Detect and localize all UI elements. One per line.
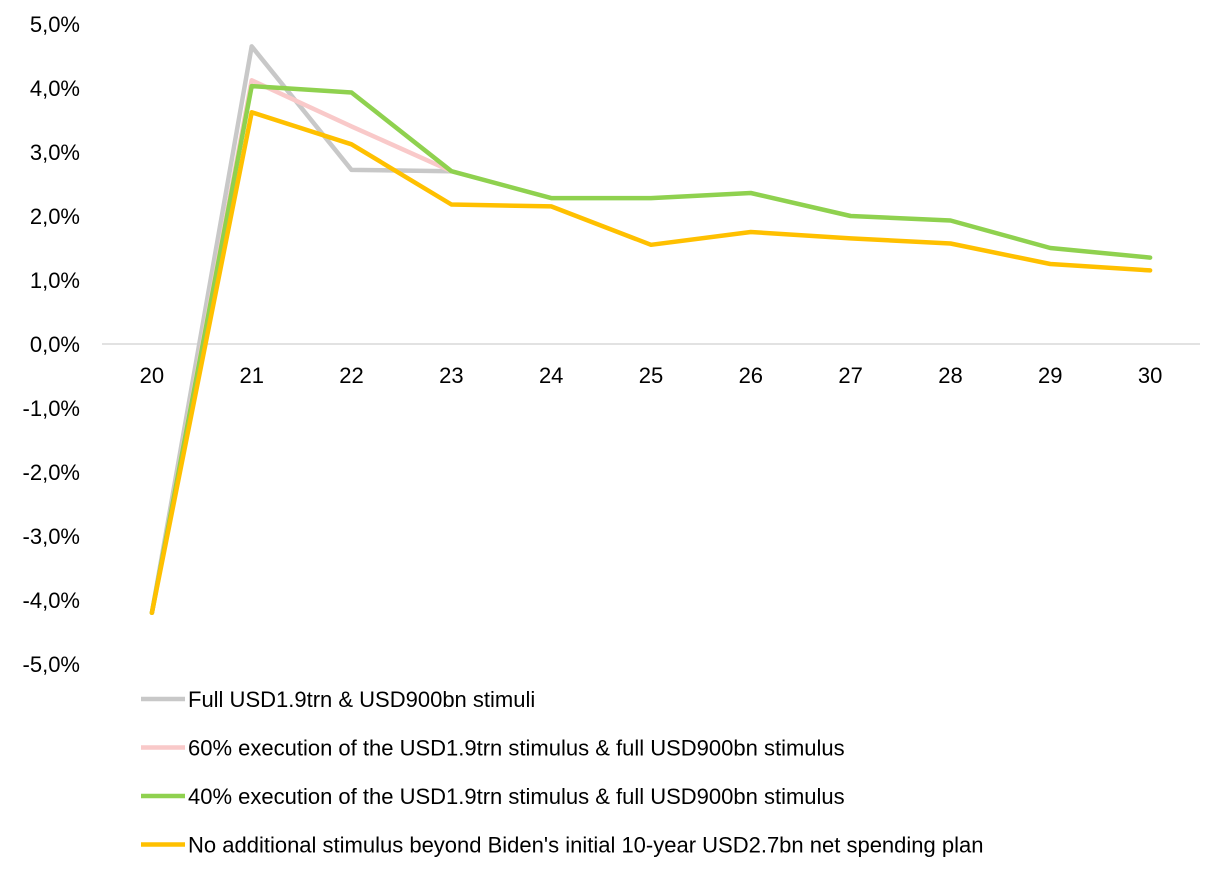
legend-item: Full USD1.9trn & USD900bn stimuli xyxy=(141,687,535,712)
series-line-3 xyxy=(149,83,1153,616)
series-line-1 xyxy=(149,44,454,616)
legend: Full USD1.9trn & USD900bn stimuli 60% exe… xyxy=(141,687,983,858)
x-tick-label: 20 xyxy=(140,363,164,388)
legend-item: 60% execution of the USD1.9trn stimulus … xyxy=(141,736,845,761)
y-tick-label: 4,0% xyxy=(30,76,80,101)
x-tick-label: 29 xyxy=(1038,363,1062,388)
y-tick-label: 2,0% xyxy=(30,204,80,229)
x-tick-label: 27 xyxy=(838,363,862,388)
y-axis-tick-labels: 5,0% 4,0% 3,0% 2,0% 1,0% 0,0% -1,0% -2,0% -3,0% -… xyxy=(23,12,80,677)
x-tick-label: 24 xyxy=(539,363,563,388)
series-lines xyxy=(149,44,1153,616)
y-tick-label: -5,0% xyxy=(23,652,80,677)
x-tick-label: 26 xyxy=(739,363,763,388)
y-tick-label: 0,0% xyxy=(30,332,80,357)
x-tick-label: 22 xyxy=(339,363,363,388)
x-tick-label: 28 xyxy=(938,363,962,388)
legend-item: No additional stimulus beyond Biden's in… xyxy=(141,833,983,858)
y-tick-label: -1,0% xyxy=(23,396,80,421)
x-tick-label: 21 xyxy=(239,363,263,388)
legend-label: Full USD1.9trn & USD900bn stimuli xyxy=(188,687,535,712)
y-tick-label: -2,0% xyxy=(23,460,80,485)
legend-label: 60% execution of the USD1.9trn stimulus … xyxy=(188,736,845,761)
y-tick-label: 3,0% xyxy=(30,140,80,165)
y-tick-label: -3,0% xyxy=(23,524,80,549)
legend-label: No additional stimulus beyond Biden's in… xyxy=(188,833,983,858)
legend-item: 40% execution of the USD1.9trn stimulus … xyxy=(141,784,845,809)
x-axis-tick-labels: 20 21 22 23 24 25 26 27 28 29 30 xyxy=(140,363,1163,388)
x-tick-label: 23 xyxy=(439,363,463,388)
y-tick-label: -4,0% xyxy=(23,588,80,613)
x-tick-label: 25 xyxy=(639,363,663,388)
x-tick-label: 30 xyxy=(1138,363,1162,388)
series-line-4 xyxy=(149,110,1153,616)
y-tick-label: 1,0% xyxy=(30,268,80,293)
y-tick-label: 5,0% xyxy=(30,12,80,37)
legend-label: 40% execution of the USD1.9trn stimulus … xyxy=(188,784,845,809)
